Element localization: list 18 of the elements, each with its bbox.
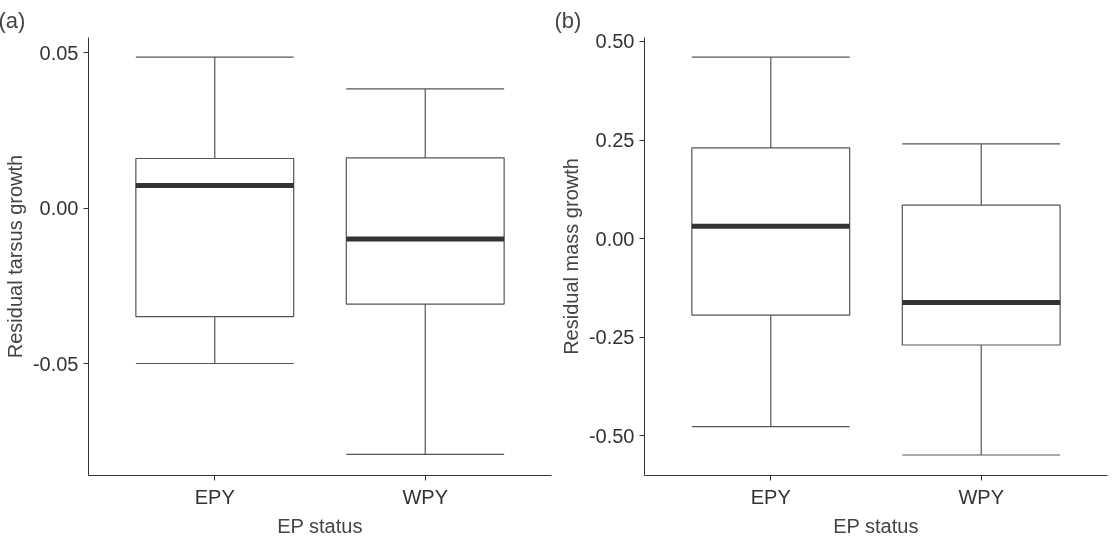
y-tick-label: 0.25	[595, 129, 635, 151]
text: (a)	[0, 7, 26, 33]
y-tick-label: -0.50	[588, 424, 635, 447]
y-tick-label: 0.50	[595, 30, 635, 53]
x-tick-label: WPY	[402, 485, 449, 508]
x-tick-label: EPY	[750, 485, 791, 508]
y-axis-title: Residual tarsus growth	[3, 154, 26, 359]
x-axis-title: EP status	[833, 514, 919, 537]
text: (b)	[554, 7, 582, 33]
y-tick-label: -0.05	[32, 352, 79, 375]
y-tick-label: 0.00	[595, 227, 635, 250]
x-axis-title: EP status	[277, 514, 363, 537]
y-tick-label: 0.00	[39, 197, 79, 220]
y-axis-title: Residual mass growth	[559, 158, 582, 355]
x-tick-label: WPY	[958, 485, 1005, 508]
x-tick-label: EPY	[194, 485, 235, 508]
y-tick-label: -0.25	[588, 326, 635, 349]
y-tick-label: 0.05	[39, 41, 79, 64]
